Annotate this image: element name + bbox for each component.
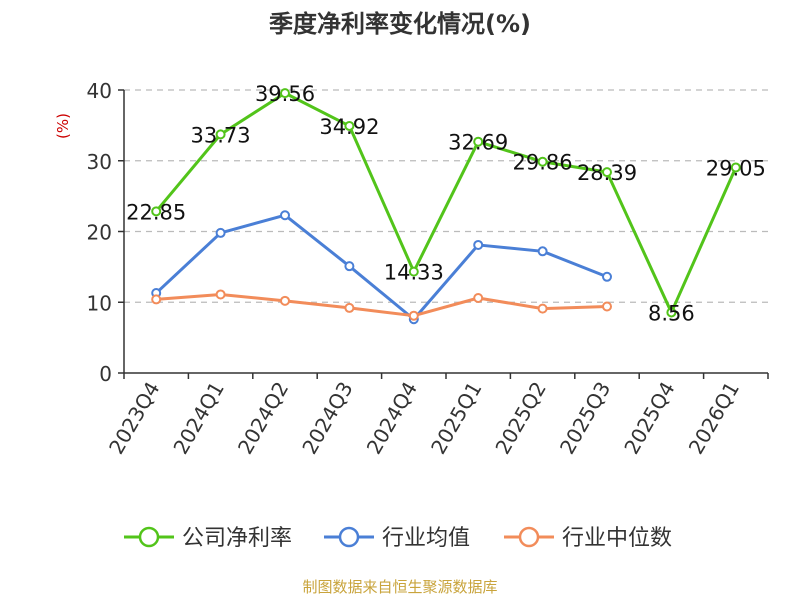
data-point [602, 301, 612, 312]
data-point [537, 246, 548, 257]
data-point [344, 120, 355, 131]
x-tick-label: 2026Q1 [684, 378, 744, 459]
data-point [602, 167, 612, 178]
source-note: 制图数据来自恒生聚源数据库 [302, 578, 497, 596]
data-point [666, 307, 677, 318]
y-tick-label: 20 [87, 221, 112, 245]
x-tick-label: 2023Q4 [104, 378, 164, 459]
data-point [473, 239, 484, 250]
x-tick-label: 2025Q3 [555, 378, 615, 459]
legend-item-2[interactable]: 行业中位数 [504, 526, 672, 551]
x-tick-label: 2025Q4 [619, 378, 679, 459]
data-point [730, 162, 741, 173]
legend-marker [518, 526, 540, 548]
y-tick-label: 0 [99, 362, 112, 386]
y-tick-label: 10 [87, 291, 112, 315]
data-point [280, 295, 290, 306]
data-label: 34.92 [319, 115, 379, 139]
y-axis-label: (%) [54, 113, 72, 139]
x-tick-label: 2024Q3 [297, 378, 357, 459]
x-tick-label: 2024Q4 [362, 378, 422, 459]
y-tick-label: 40 [87, 79, 112, 103]
data-point [215, 289, 226, 300]
data-label: 39.56 [255, 82, 315, 106]
data-point [344, 302, 355, 313]
grid-lines [124, 89, 768, 303]
legend: 公司净利率 行业均值 行业中位数 [124, 526, 672, 551]
legend-item-0[interactable]: 公司净利率 [124, 526, 292, 551]
legend-marker [138, 526, 160, 548]
data-point [408, 266, 419, 277]
x-tick-label: 2025Q1 [426, 378, 486, 459]
data-label: 32.69 [448, 131, 508, 155]
legend-item-1[interactable]: 行业均值 [324, 526, 470, 551]
x-tick-label: 2025Q2 [490, 378, 550, 459]
data-label: 14.33 [384, 261, 444, 285]
series-line-0 [155, 91, 738, 314]
data-label: 29.05 [706, 156, 766, 180]
data-label: 22.85 [126, 200, 186, 224]
data-point [473, 136, 484, 147]
data-point [408, 310, 419, 321]
chart-title: 季度净利率变化情况(%) [269, 10, 531, 38]
data-point [151, 294, 162, 305]
data-label: 8.56 [648, 301, 695, 325]
data-point [537, 156, 548, 167]
legend-label: 行业中位数 [562, 526, 672, 551]
x-tick-label: 2024Q1 [168, 378, 228, 459]
data-label: 29.86 [513, 151, 573, 175]
data-point [280, 88, 290, 99]
data-point [537, 303, 548, 314]
data-point [602, 271, 612, 282]
legend-label: 行业均值 [382, 526, 470, 551]
y-tick-label: 30 [87, 150, 112, 174]
data-point [280, 210, 290, 221]
x-tick-label: 2024Q2 [233, 378, 293, 459]
data-point [215, 227, 226, 238]
data-point [344, 261, 355, 272]
legend-label: 公司净利率 [182, 526, 292, 551]
series-line-2 [156, 292, 608, 318]
series-line-1 [155, 213, 608, 321]
series-group [151, 88, 741, 325]
data-point [215, 129, 226, 140]
legend-marker [338, 526, 360, 548]
data-point [151, 206, 162, 217]
data-label: 28.39 [577, 161, 637, 185]
data-label: 33.73 [191, 123, 251, 147]
data-point [473, 293, 484, 304]
